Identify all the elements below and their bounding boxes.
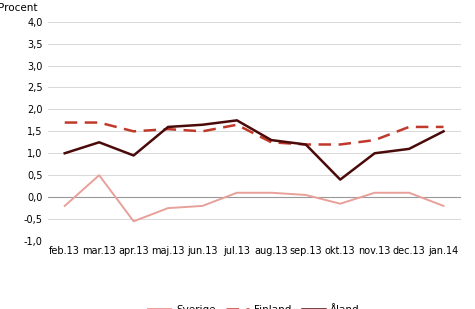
Text: Procent: Procent — [0, 3, 38, 13]
Legend: Sverige, Finland, Åland: Sverige, Finland, Åland — [144, 301, 364, 309]
